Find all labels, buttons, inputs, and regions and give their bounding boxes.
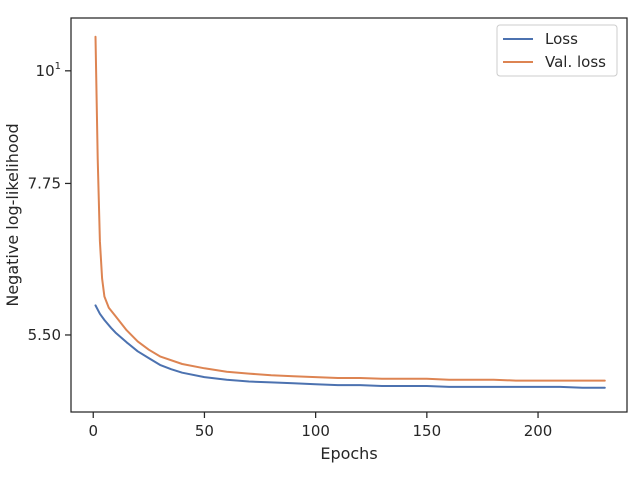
plot-frame <box>70 17 628 413</box>
x-tick-label: 0 <box>88 422 98 440</box>
legend-label: Val. loss <box>545 53 606 71</box>
x-tick-label: 150 <box>413 422 442 440</box>
y-ticks: 5.50 7.75 101 <box>28 61 71 344</box>
series-layer <box>94 35 606 389</box>
legend: Loss Val. loss <box>496 24 618 77</box>
x-axis-label: Epochs <box>320 444 377 463</box>
series-line-1 <box>94 304 606 389</box>
legend-box <box>496 24 618 77</box>
y-tick-label: 5.50 <box>28 326 61 344</box>
y-tick-label: 101 <box>36 61 61 80</box>
x-ticks: 0 50 100 150 200 <box>88 412 552 440</box>
x-tick-label: 200 <box>524 422 553 440</box>
plot-area <box>71 18 627 412</box>
x-tick-label: 50 <box>195 422 214 440</box>
series-line-2 <box>94 35 606 382</box>
x-tick-label: 100 <box>301 422 330 440</box>
y-axis-label: Negative log-likelihood <box>3 123 22 306</box>
y-tick-label: 7.75 <box>28 174 61 192</box>
legend-label: Loss <box>545 30 578 48</box>
